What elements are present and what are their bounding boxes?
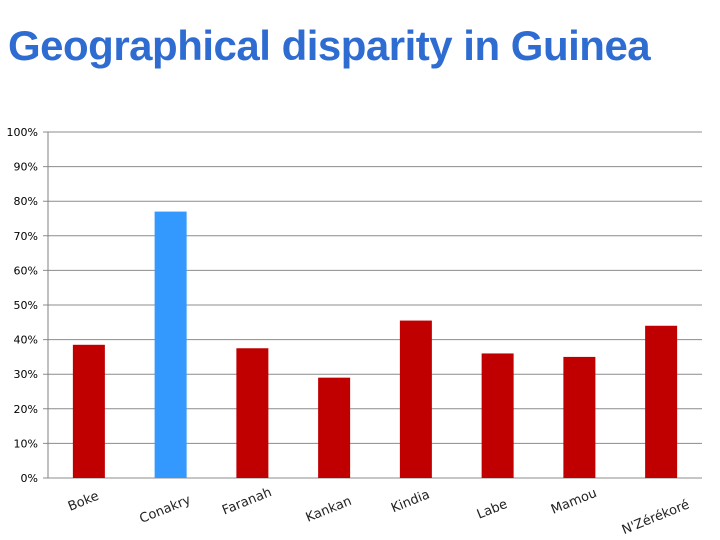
x-tick-label: Conakry: [138, 493, 194, 527]
bar-kindia: [399, 320, 432, 478]
x-tick-label: Boke: [66, 489, 101, 515]
y-tick-label: 100%: [7, 126, 38, 139]
y-tick-label: 70%: [14, 230, 38, 243]
x-tick-label: Kindia: [389, 487, 432, 516]
x-tick-label: Faranah: [220, 485, 274, 518]
y-tick-label: 20%: [14, 403, 38, 416]
y-axis-tick-labels: 0% 10% 20% 30% 40% 50% 60% 70% 80% 90% 100%: [7, 126, 38, 485]
y-tick-label: 30%: [14, 368, 38, 381]
y-tick-label: 80%: [14, 195, 38, 208]
x-axis-tick-labels: Boke Conakry Faranah Kankan Kindia Labe Mamou N…: [66, 485, 692, 538]
bar-mamou: [563, 356, 596, 478]
bar-faranah: [236, 348, 269, 478]
bars: [72, 211, 678, 478]
gridlines: [43, 131, 702, 479]
x-tick-label: Mamou: [549, 486, 599, 518]
bar-boke: [72, 344, 105, 478]
y-tick-label: 90%: [14, 161, 38, 174]
y-tick-label: 50%: [14, 299, 38, 312]
y-tick-label: 10%: [14, 437, 38, 450]
y-tick-label: 0%: [21, 472, 38, 485]
bar-conakry: [154, 211, 187, 478]
x-tick-label: N'Zérékoré: [620, 497, 692, 538]
y-tick-label: 40%: [14, 334, 38, 347]
bar-kankan: [318, 377, 351, 478]
chart-title: Geographical disparity in Guinea: [8, 22, 651, 69]
x-tick-label: Kankan: [304, 494, 354, 526]
bar-labe: [481, 353, 514, 478]
bar-n-z-r-kor-: [645, 325, 678, 478]
y-tick-label: 60%: [14, 264, 38, 277]
x-tick-label: Labe: [475, 497, 510, 523]
